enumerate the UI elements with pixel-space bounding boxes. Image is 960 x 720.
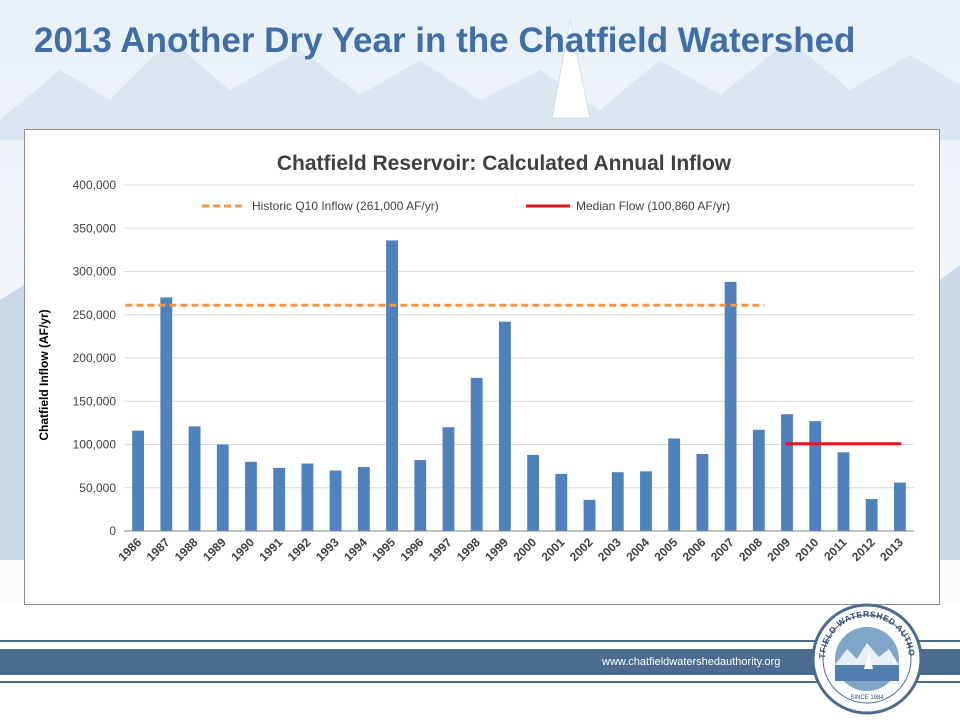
x-tick-label: 2000 bbox=[510, 535, 539, 564]
x-tick-label: 2009 bbox=[764, 535, 793, 564]
bar-2004 bbox=[640, 471, 652, 531]
bar-2010 bbox=[809, 421, 822, 531]
x-tick-label: 1991 bbox=[257, 535, 286, 564]
footer-rule-bottom bbox=[0, 681, 960, 683]
x-tick-label: 2008 bbox=[736, 535, 765, 564]
website-url[interactable]: www.chatfieldwatershedauthority.org bbox=[602, 656, 781, 668]
x-tick-label: 1999 bbox=[482, 535, 511, 564]
x-tick-label: 1993 bbox=[313, 535, 342, 564]
x-tick-label: 2006 bbox=[680, 535, 709, 564]
slide-title: 2013 Another Dry Year in the Chatfield W… bbox=[34, 21, 856, 60]
x-tick-label: 2003 bbox=[595, 535, 624, 564]
bar-1999 bbox=[498, 321, 511, 531]
bar-1995 bbox=[386, 240, 398, 532]
y-tick-label: 400,000 bbox=[73, 178, 117, 192]
bar-2011 bbox=[837, 452, 850, 531]
y-tick-label: 350,000 bbox=[73, 221, 117, 235]
x-tick-label: 2001 bbox=[539, 535, 568, 564]
x-tick-label: 2013 bbox=[877, 535, 906, 564]
x-tick-label: 1990 bbox=[228, 535, 257, 564]
bar-1998 bbox=[470, 377, 483, 531]
x-tick-label: 2010 bbox=[793, 535, 822, 564]
x-tick-label: 2011 bbox=[821, 535, 850, 564]
y-tick-label: 250,000 bbox=[73, 308, 117, 322]
x-tick-label: 2012 bbox=[849, 535, 878, 564]
x-tick-label: 1994 bbox=[341, 535, 370, 564]
x-tick-labels: 1986 1987 1988 1989 1990 1991 1992 1993 1994 1995… bbox=[115, 535, 906, 564]
y-tick-label: 100,000 bbox=[73, 438, 117, 452]
bar-2000 bbox=[527, 454, 540, 531]
bar-1997 bbox=[442, 427, 455, 531]
x-tick-label: 1987 bbox=[144, 535, 173, 564]
bar-1996 bbox=[414, 460, 427, 531]
x-tick-label: 1998 bbox=[454, 535, 483, 564]
reference-lines bbox=[125, 303, 902, 446]
x-tick-label: 1986 bbox=[115, 535, 144, 564]
bar-2013 bbox=[893, 482, 906, 531]
bar-1994 bbox=[357, 466, 370, 531]
y-axis-label: Chatfield Inflow (AF/yr) bbox=[37, 309, 51, 440]
chatfield-watershed-authority-seal: CHATFIELD WATERSHED AUTHORITY SINCE 1984 bbox=[811, 603, 923, 715]
x-tick-label: 1989 bbox=[200, 535, 229, 564]
x-tick-label: 2005 bbox=[652, 535, 681, 564]
bar-1992 bbox=[301, 463, 314, 531]
x-tick-label: 1992 bbox=[285, 535, 314, 564]
bar-2009 bbox=[781, 414, 793, 531]
x-tick-label: 1988 bbox=[172, 535, 201, 564]
chart-title: Chatfield Reservoir: Calculated Annual I… bbox=[277, 152, 732, 175]
legend-q10-label: Historic Q10 Inflow (261,000 AF/yr) bbox=[252, 199, 439, 213]
bar-2007 bbox=[724, 281, 737, 531]
y-tick-label: 300,000 bbox=[73, 265, 117, 279]
x-tick-label: 1996 bbox=[398, 535, 427, 564]
footer-band bbox=[0, 649, 960, 675]
x-tick-label: 2004 bbox=[623, 535, 652, 564]
bar-1986 bbox=[132, 430, 145, 531]
bar-chart: Chatfield Reservoir: Calculated Annual I… bbox=[37, 152, 914, 564]
bars bbox=[132, 240, 906, 532]
y-tick-labels: 0 50,000 100,000 150,000 200,000 250,000 300,0… bbox=[73, 178, 117, 538]
seal-since-text: SINCE 1984 bbox=[850, 695, 884, 701]
bar-2005 bbox=[668, 438, 681, 531]
bar-1993 bbox=[329, 470, 342, 531]
bar-2008 bbox=[752, 429, 765, 531]
bar-1987 bbox=[160, 297, 173, 531]
legend: Historic Q10 Inflow (261,000 AF/yr) Medi… bbox=[202, 199, 730, 213]
bar-2001 bbox=[555, 473, 568, 531]
y-tick-label: 0 bbox=[109, 524, 116, 538]
bar-1991 bbox=[273, 467, 286, 531]
legend-median-label: Median Flow (100,860 AF/yr) bbox=[576, 199, 730, 213]
bar-2012 bbox=[865, 498, 878, 531]
y-tick-label: 150,000 bbox=[73, 394, 117, 408]
x-tick-label: 1997 bbox=[426, 535, 455, 564]
x-tick-label: 2002 bbox=[567, 535, 596, 564]
bar-1988 bbox=[188, 426, 201, 531]
x-tick-label: 2007 bbox=[708, 535, 737, 564]
bar-1990 bbox=[245, 461, 257, 531]
y-tick-label: 50,000 bbox=[79, 481, 116, 495]
bar-2002 bbox=[583, 499, 596, 531]
x-tick-label: 1995 bbox=[369, 535, 398, 564]
bar-2006 bbox=[696, 454, 709, 531]
bar-2003 bbox=[611, 472, 624, 531]
bar-1989 bbox=[216, 444, 229, 531]
y-tick-label: 200,000 bbox=[73, 351, 117, 365]
footer-rule-top bbox=[0, 640, 960, 642]
